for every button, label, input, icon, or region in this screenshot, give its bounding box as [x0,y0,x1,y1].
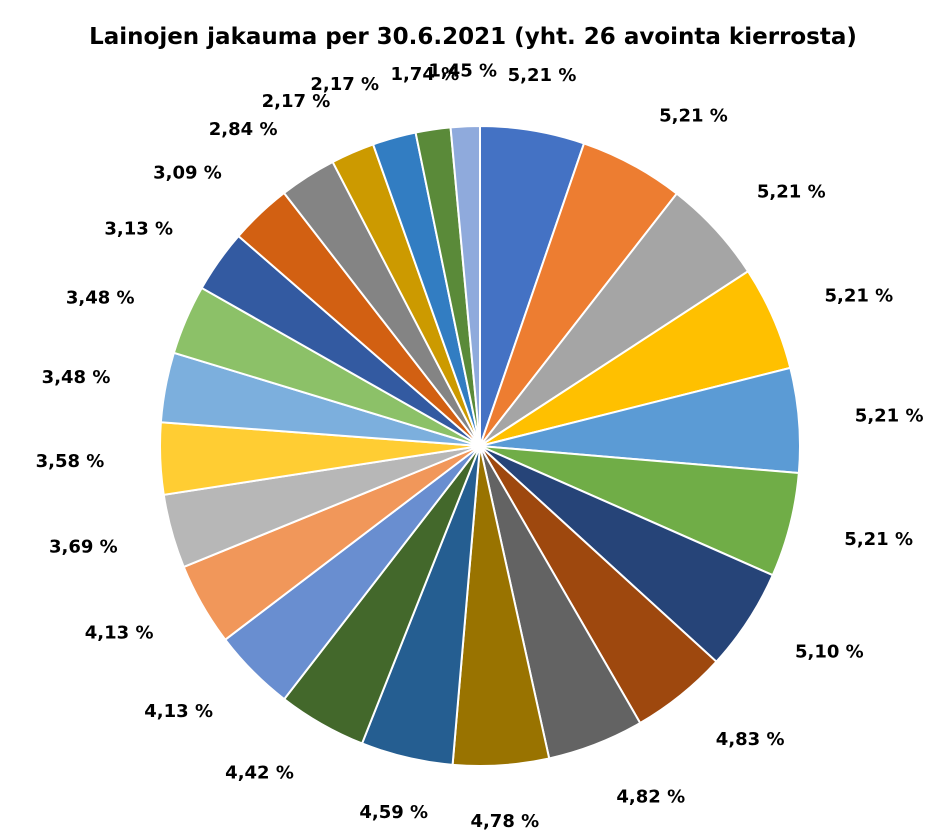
data-label-1: 5,21 % [508,65,577,86]
data-label-7: 5,10 % [795,641,864,662]
data-label-19: 3,13 % [104,219,173,240]
data-label-9: 4,82 % [616,786,685,807]
data-label-14: 4,13 % [85,622,154,643]
chart-title: Lainojen jakauma per 30.6.2021 (yht. 26 … [89,24,857,50]
data-label-3: 5,21 % [757,182,826,203]
data-label-20: 3,09 % [153,163,222,184]
data-label-17: 3,48 % [42,367,111,388]
data-label-16: 3,58 % [36,451,105,472]
data-label-10: 4,78 % [470,811,539,832]
data-label-24: 1,74 % [390,64,459,85]
data-label-25: 1,45 % [428,60,497,81]
pie-slice-25 [449,124,481,447]
data-label-2: 5,21 % [659,105,728,126]
data-label-15: 3,69 % [49,536,118,557]
data-label-23: 2,17 % [310,74,379,95]
data-label-12: 4,42 % [225,763,294,784]
data-label-4: 5,21 % [825,285,894,306]
data-label-21: 2,84 % [209,119,278,140]
data-label-8: 4,83 % [716,729,785,750]
data-label-6: 5,21 % [844,529,913,550]
data-label-13: 4,13 % [144,701,213,722]
data-label-11: 4,59 % [359,802,428,823]
data-label-5: 5,21 % [855,406,924,427]
data-label-22: 2,17 % [262,91,331,112]
data-label-18: 3,48 % [66,288,135,309]
